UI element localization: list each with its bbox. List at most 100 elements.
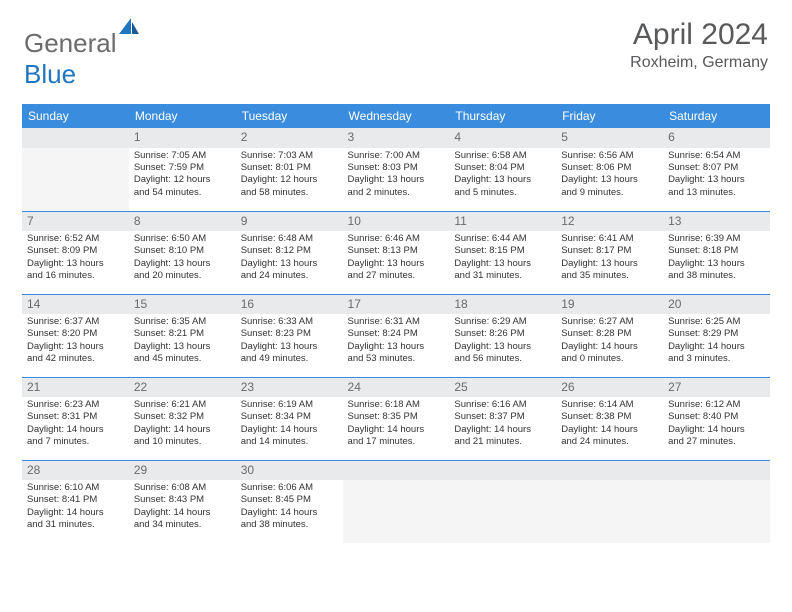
calendar-day-cell: 11Sunrise: 6:44 AMSunset: 8:15 PMDayligh… [449,211,556,294]
calendar-day-cell: 6Sunrise: 6:54 AMSunset: 8:07 PMDaylight… [663,128,770,211]
calendar-day-cell [663,460,770,543]
day-number: 18 [449,295,556,315]
day-info-line: and 56 minutes. [454,353,551,365]
day-number: 20 [663,295,770,315]
brand-logo: General Blue [24,18,139,90]
day-info-line: and 38 minutes. [668,270,765,282]
day-info-line: Sunrise: 6:21 AM [134,399,231,411]
day-info-line: Daylight: 13 hours [241,341,338,353]
day-info-line: and 27 minutes. [348,270,445,282]
day-number: 4 [449,128,556,148]
day-info-line: Sunrise: 7:00 AM [348,150,445,162]
day-info-line: Sunrise: 6:58 AM [454,150,551,162]
day-info-line: Sunrise: 6:29 AM [454,316,551,328]
calendar-day-cell: 19Sunrise: 6:27 AMSunset: 8:28 PMDayligh… [556,294,663,377]
day-number: 26 [556,378,663,398]
day-info-line: Sunset: 8:07 PM [668,162,765,174]
calendar-day-cell: 23Sunrise: 6:19 AMSunset: 8:34 PMDayligh… [236,377,343,460]
day-info-line: Sunrise: 6:23 AM [27,399,124,411]
day-header: Sunday [22,104,129,128]
day-info-line: Sunrise: 6:37 AM [27,316,124,328]
calendar-week-row: 7Sunrise: 6:52 AMSunset: 8:09 PM Daylight… [22,211,770,294]
day-number [449,461,556,481]
calendar-day-cell [22,128,129,211]
day-info-line: Daylight: 13 hours [241,258,338,270]
day-info-line: Daylight: 13 hours [454,258,551,270]
title-block: April 2024 Roxheim, Germany [630,18,768,72]
day-info-line: and 45 minutes. [134,353,231,365]
day-info-line: Sunset: 8:03 PM [348,162,445,174]
calendar-day-cell: 3Sunrise: 7:00 AMSunset: 8:03 PMDaylight… [343,128,450,211]
day-number: 17 [343,295,450,315]
day-info-line: Sunset: 8:31 PM [27,411,124,423]
day-info-line: Sunrise: 6:06 AM [241,482,338,494]
day-info-line: Sunrise: 6:27 AM [561,316,658,328]
day-info-line: Daylight: 14 hours [27,507,124,519]
calendar-day-cell: 5Sunrise: 6:56 AMSunset: 8:06 PMDaylight… [556,128,663,211]
day-info-line: and 35 minutes. [561,270,658,282]
day-header: Thursday [449,104,556,128]
brand-part1: General [24,28,117,58]
day-info-line: and 38 minutes. [241,519,338,531]
day-info-line: and 14 minutes. [241,436,338,448]
calendar-day-cell: 29Sunrise: 6:08 AMSunset: 8:43 PMDayligh… [129,460,236,543]
day-info-line: and 42 minutes. [27,353,124,365]
calendar-day-cell: 17Sunrise: 6:31 AMSunset: 8:24 PMDayligh… [343,294,450,377]
calendar-table: SundayMondayTuesdayWednesdayThursdayFrid… [22,104,770,543]
day-info-line: and 13 minutes. [668,187,765,199]
day-info-line: Sunset: 7:59 PM [134,162,231,174]
calendar-week-row: 28Sunrise: 6:10 AMSunset: 8:41 PMDayligh… [22,460,770,543]
day-info-line: Sunset: 8:24 PM [348,328,445,340]
day-number: 2 [236,128,343,148]
calendar-day-cell: 26Sunrise: 6:14 AMSunset: 8:38 PMDayligh… [556,377,663,460]
day-info-line: Daylight: 12 hours [241,174,338,186]
calendar-day-cell: 25Sunrise: 6:16 AMSunset: 8:37 PMDayligh… [449,377,556,460]
day-info-line: and 17 minutes. [348,436,445,448]
day-info-line: Daylight: 14 hours [348,424,445,436]
day-info-line: Sunrise: 6:52 AM [27,233,124,245]
calendar-day-cell: 4Sunrise: 6:58 AMSunset: 8:04 PMDaylight… [449,128,556,211]
day-info-line: Sunrise: 7:05 AM [134,150,231,162]
day-info-line: Sunset: 8:01 PM [241,162,338,174]
day-info-line: Sunset: 8:37 PM [454,411,551,423]
day-number: 7 [22,212,129,232]
calendar-day-cell: 15Sunrise: 6:35 AMSunset: 8:21 PMDayligh… [129,294,236,377]
day-info-line: Sunrise: 6:33 AM [241,316,338,328]
day-info-line: Sunset: 8:18 PM [668,245,765,257]
day-info-line: Sunset: 8:09 PM [27,245,124,257]
calendar-day-cell: 22Sunrise: 6:21 AMSunset: 8:32 PMDayligh… [129,377,236,460]
day-number: 15 [129,295,236,315]
calendar-day-cell: 10Sunrise: 6:46 AMSunset: 8:13 PMDayligh… [343,211,450,294]
day-info-line: Daylight: 13 hours [348,341,445,353]
day-number: 27 [663,378,770,398]
day-info-line: and 21 minutes. [454,436,551,448]
day-info-line: and 58 minutes. [241,187,338,199]
day-info-line: Daylight: 12 hours [134,174,231,186]
day-info-line: and 24 minutes. [241,270,338,282]
location-label: Roxheim, Germany [630,54,768,72]
day-number: 11 [449,212,556,232]
day-info-line: Sunset: 8:43 PM [134,494,231,506]
day-number [556,461,663,481]
calendar-day-cell: 9Sunrise: 6:48 AMSunset: 8:12 PMDaylight… [236,211,343,294]
day-info-line: Sunset: 8:15 PM [454,245,551,257]
day-info-line: Sunrise: 6:25 AM [668,316,765,328]
day-info-line: Sunrise: 6:50 AM [134,233,231,245]
day-info-line: Sunset: 8:20 PM [27,328,124,340]
day-header: Tuesday [236,104,343,128]
calendar-day-cell: 2Sunrise: 7:03 AMSunset: 8:01 PMDaylight… [236,128,343,211]
day-number [22,128,129,148]
day-info-line: Daylight: 13 hours [561,174,658,186]
day-number: 23 [236,378,343,398]
day-info-line: Sunrise: 6:31 AM [348,316,445,328]
brand-part2: Blue [24,59,76,89]
day-info-line: and 7 minutes. [27,436,124,448]
calendar-day-cell: 7Sunrise: 6:52 AMSunset: 8:09 PMDaylight… [22,211,129,294]
calendar-day-cell: 28Sunrise: 6:10 AMSunset: 8:41 PMDayligh… [22,460,129,543]
day-number: 29 [129,461,236,481]
day-number: 6 [663,128,770,148]
day-info-line: Sunset: 8:45 PM [241,494,338,506]
calendar-day-cell: 14Sunrise: 6:37 AMSunset: 8:20 PMDayligh… [22,294,129,377]
calendar-day-cell: 30Sunrise: 6:06 AMSunset: 8:45 PMDayligh… [236,460,343,543]
day-info-line: Sunset: 8:28 PM [561,328,658,340]
